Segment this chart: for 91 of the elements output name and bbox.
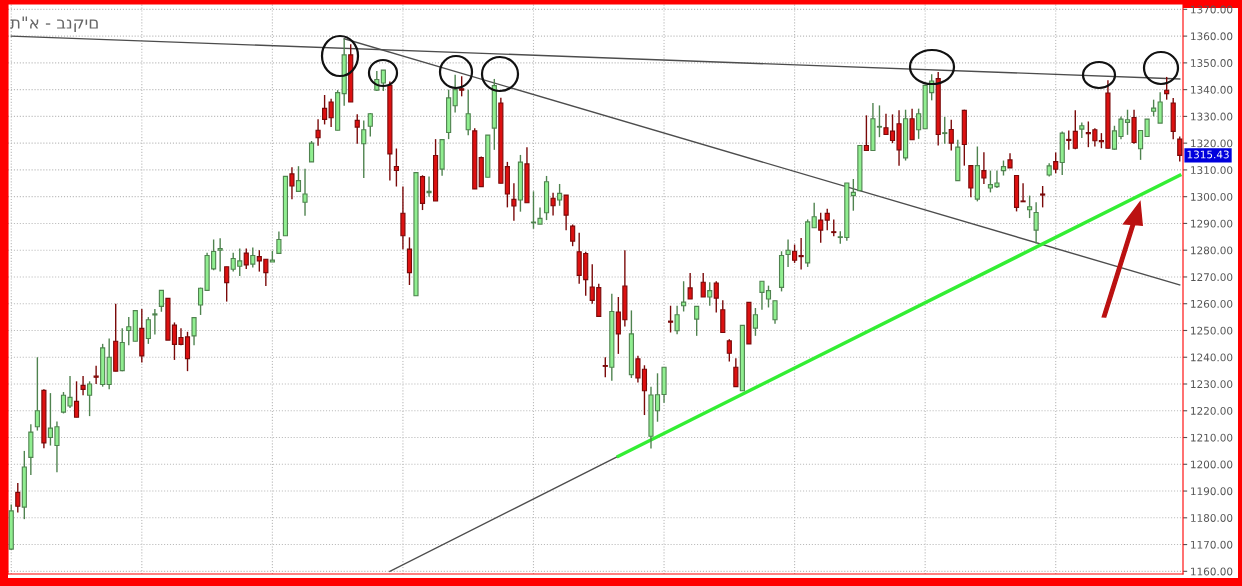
candlestick xyxy=(393,147,399,188)
candlestick xyxy=(250,246,256,269)
y-tick-label: 1260.00 xyxy=(1191,299,1233,308)
candlestick xyxy=(34,356,40,432)
candlestick xyxy=(863,114,869,152)
candlestick xyxy=(15,482,21,514)
candlestick xyxy=(1079,121,1085,139)
y-tick-label: 1160.00 xyxy=(1191,567,1233,576)
y-tick-label: 1360.00 xyxy=(1191,32,1233,41)
candlestick xyxy=(687,272,693,300)
y-tick-label: 1210.00 xyxy=(1191,433,1233,442)
candlestick xyxy=(752,307,759,337)
candlestick xyxy=(406,236,413,286)
candlestick xyxy=(276,230,282,255)
candlestick xyxy=(73,380,80,418)
y-tick-label: 1300.00 xyxy=(1191,192,1233,201)
candlestick xyxy=(80,375,86,396)
candlestick xyxy=(1027,194,1033,219)
candlestick xyxy=(145,316,151,345)
y-tick-label: 1180.00 xyxy=(1191,514,1233,522)
candlestick xyxy=(315,118,321,147)
candlestick xyxy=(380,69,386,92)
candlestick xyxy=(824,208,830,231)
candlestick xyxy=(694,305,700,337)
candlestick xyxy=(354,113,360,145)
candlestick xyxy=(308,140,315,163)
candlestick xyxy=(1040,185,1046,209)
candlestick xyxy=(602,356,608,379)
y-tick-label: 1310.00 xyxy=(1191,166,1233,175)
y-tick-label: 1330.00 xyxy=(1191,112,1233,121)
candlestick xyxy=(818,212,824,244)
candlestick xyxy=(289,166,295,201)
candlestick xyxy=(87,380,93,417)
candlestick xyxy=(733,357,739,388)
y-tick-label: 1290.00 xyxy=(1191,219,1233,228)
candlestick xyxy=(909,107,915,141)
y-tick-label: 1240.00 xyxy=(1191,353,1233,362)
candlestick xyxy=(1033,201,1039,245)
y-tick-label: 1320.00 xyxy=(1191,139,1233,148)
candlestick xyxy=(557,183,563,207)
candlestick xyxy=(811,202,817,229)
candlestick xyxy=(158,289,164,313)
y-tick-label: 1230.00 xyxy=(1191,380,1233,389)
candlestick xyxy=(126,316,132,346)
candlestick xyxy=(93,365,99,385)
y-tick-label: 1220.00 xyxy=(1191,406,1233,415)
candlestick xyxy=(243,247,249,270)
candlestick xyxy=(720,299,726,334)
candlestick xyxy=(942,116,948,145)
candlestick xyxy=(681,280,687,313)
candlestick xyxy=(785,238,791,268)
candlestick xyxy=(981,151,987,185)
candlestick xyxy=(772,300,778,325)
candlestick xyxy=(700,272,706,298)
candlestick xyxy=(1164,76,1170,101)
candlestick xyxy=(295,165,302,193)
candlestick xyxy=(563,194,569,231)
candlestick xyxy=(191,316,197,346)
y-tick-label: 1340.00 xyxy=(1191,85,1233,94)
candlestick xyxy=(550,191,556,217)
candlestick xyxy=(707,281,713,307)
candlestick xyxy=(217,237,223,273)
y-tick-label: 1280.00 xyxy=(1191,246,1233,255)
candlestick xyxy=(850,178,856,212)
y-tick-label: 1350.00 xyxy=(1191,59,1233,67)
candlestick xyxy=(400,185,406,250)
text: 1315.43 xyxy=(1187,150,1229,159)
y-tick-label: 1200.00 xyxy=(1191,460,1233,469)
text: ת"א - בנקים xyxy=(10,16,98,33)
candlestick xyxy=(968,164,974,199)
y-tick-label: 1250.00 xyxy=(1191,326,1233,335)
candlestick xyxy=(361,119,367,179)
candlestick xyxy=(667,305,674,334)
candlestick xyxy=(302,168,308,217)
candlestick xyxy=(511,182,517,222)
candlestick xyxy=(1072,109,1078,150)
candlestick xyxy=(152,308,158,336)
y-tick-label: 1270.00 xyxy=(1191,273,1233,282)
candlestick xyxy=(426,175,432,198)
y-tick-label: 1170.00 xyxy=(1191,540,1233,549)
candlestick xyxy=(948,119,954,152)
candlestick xyxy=(224,266,230,303)
candlestick xyxy=(674,305,680,335)
candlestick xyxy=(726,338,732,363)
candlestick xyxy=(1177,135,1183,163)
candlestick xyxy=(713,280,719,314)
candlestick xyxy=(459,75,465,98)
candlestick xyxy=(465,88,471,136)
candlestick xyxy=(1053,151,1059,174)
candlestick xyxy=(1066,129,1072,151)
y-tick-label: 1190.00 xyxy=(1191,487,1233,496)
